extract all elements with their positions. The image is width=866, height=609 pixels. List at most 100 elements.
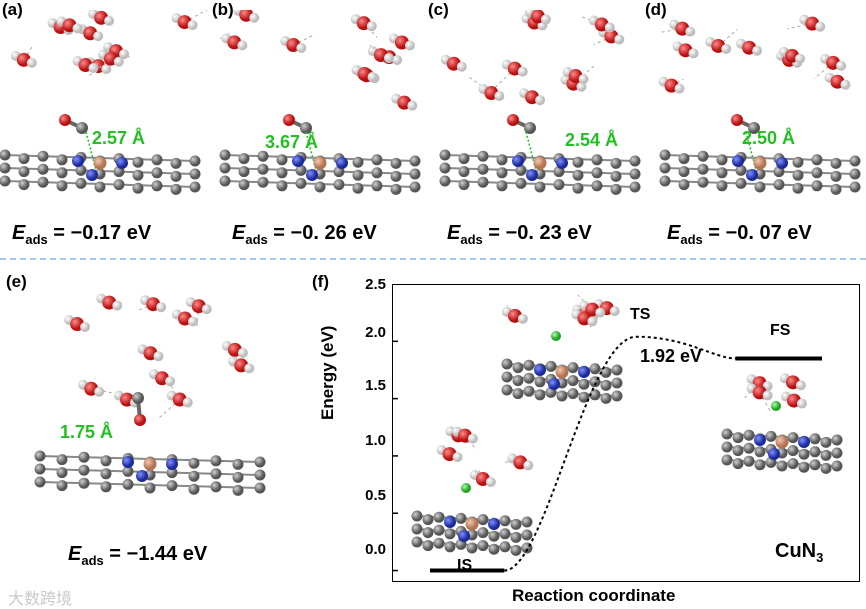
carbon-atom (850, 156, 861, 167)
carbon-atom (511, 519, 522, 530)
nitrogen-atom (488, 518, 500, 530)
carbon-atom (423, 514, 434, 525)
nitrogen-atom (798, 436, 810, 448)
carbon-atom (832, 461, 843, 472)
panel-e-molecular-structure (0, 270, 300, 510)
carbon-atom (133, 157, 144, 168)
carbon-atom (152, 180, 163, 191)
carbon-atom (220, 150, 231, 161)
hydrogen-atom (405, 40, 415, 50)
carbon-atom (296, 178, 307, 189)
carbon-atom (19, 166, 30, 177)
hydrogen-atom (407, 101, 417, 111)
chlorine-atom (551, 331, 561, 341)
hydrogen-atom (188, 20, 198, 30)
carbon-atom (35, 451, 46, 462)
hydrogen-atom (244, 363, 254, 373)
hydrogen-atom (202, 304, 212, 314)
carbon-atom (434, 525, 445, 536)
carbon-atom (810, 459, 821, 470)
carbon-atom (38, 151, 49, 162)
carbon-atom (79, 452, 90, 463)
oxygen-atom (134, 414, 146, 426)
copper-atom (144, 458, 157, 471)
carbon-atom (554, 179, 565, 190)
panel-d-distance: 2.50 Å (742, 128, 795, 149)
carbon-atom (0, 176, 11, 187)
carbon-atom (445, 528, 456, 539)
nitrogen-atom (336, 157, 348, 169)
carbon-atom (524, 360, 535, 371)
carbon-atom (502, 385, 513, 396)
nitrogen-atom (534, 364, 546, 376)
carbon-atom (132, 392, 144, 404)
carbon-atom (101, 455, 112, 466)
carbon-atom (258, 164, 269, 175)
carbon-atom (788, 458, 799, 469)
carbon-atom (812, 154, 823, 165)
carbon-atom (190, 182, 201, 193)
carbon-atom (171, 158, 182, 169)
carbon-atom (233, 485, 244, 496)
carbon-atom (722, 429, 733, 440)
material-label: CuN3 (775, 540, 823, 565)
carbon-atom (189, 484, 200, 495)
copper-atom (314, 157, 327, 170)
carbon-atom (831, 158, 842, 169)
carbon-atom (601, 393, 612, 404)
carbon-atom (755, 182, 766, 193)
carbon-atom (189, 471, 200, 482)
hydrogen-atom (188, 316, 198, 326)
carbon-atom (353, 157, 364, 168)
carbon-atom (423, 527, 434, 538)
carbon-atom (459, 179, 470, 190)
hydrogen-atom (763, 390, 773, 400)
hydrogen-atom (675, 84, 685, 94)
hydrogen-atom (610, 306, 620, 316)
hydrogen-atom (104, 16, 114, 26)
carbon-atom (590, 363, 601, 374)
hydrogen-atom (183, 398, 193, 408)
carbon-atom (133, 170, 144, 181)
panel-c-eads: Eads = −0. 23 eV (447, 222, 592, 247)
carbon-atom (410, 156, 421, 167)
carbon-atom (478, 540, 489, 551)
oxygen-atom (507, 114, 519, 126)
hydrogen-atom (112, 301, 122, 311)
panel-b-distance: 3.67 Å (265, 132, 318, 153)
nitrogen-atom (136, 470, 148, 482)
nitrogen-atom (746, 169, 758, 181)
hydrogen-atom (367, 21, 377, 31)
carbon-atom (568, 362, 579, 373)
carbon-atom (573, 170, 584, 181)
carbon-atom (511, 545, 522, 556)
hydrogen-atom (165, 376, 175, 386)
carbon-atom (19, 179, 30, 190)
carbon-atom (755, 446, 766, 457)
carbon-atom (456, 513, 467, 524)
hydrogen-atom (797, 399, 807, 409)
carbon-atom (277, 167, 288, 178)
carbon-atom (513, 388, 524, 399)
carbon-atom (793, 183, 804, 194)
carbon-atom (190, 169, 201, 180)
carbon-atom (391, 171, 402, 182)
carbon-atom (440, 163, 451, 174)
nitrogen-atom (556, 157, 568, 169)
carbon-atom (812, 167, 823, 178)
carbon-atom (546, 361, 557, 372)
hydrogen-atom (486, 477, 496, 487)
hydrogen-atom (238, 348, 248, 358)
nitrogen-atom (776, 157, 788, 169)
hydrogen-atom (384, 53, 394, 63)
y-tick-label: 0.0 (346, 541, 386, 558)
carbon-atom (239, 179, 250, 190)
carbon-atom (95, 182, 106, 193)
carbon-atom (123, 479, 134, 490)
carbon-atom (38, 164, 49, 175)
carbon-atom (698, 151, 709, 162)
carbon-atom (410, 182, 421, 193)
carbon-atom (372, 167, 383, 178)
carbon-atom (334, 179, 345, 190)
carbon-atom (500, 528, 511, 539)
